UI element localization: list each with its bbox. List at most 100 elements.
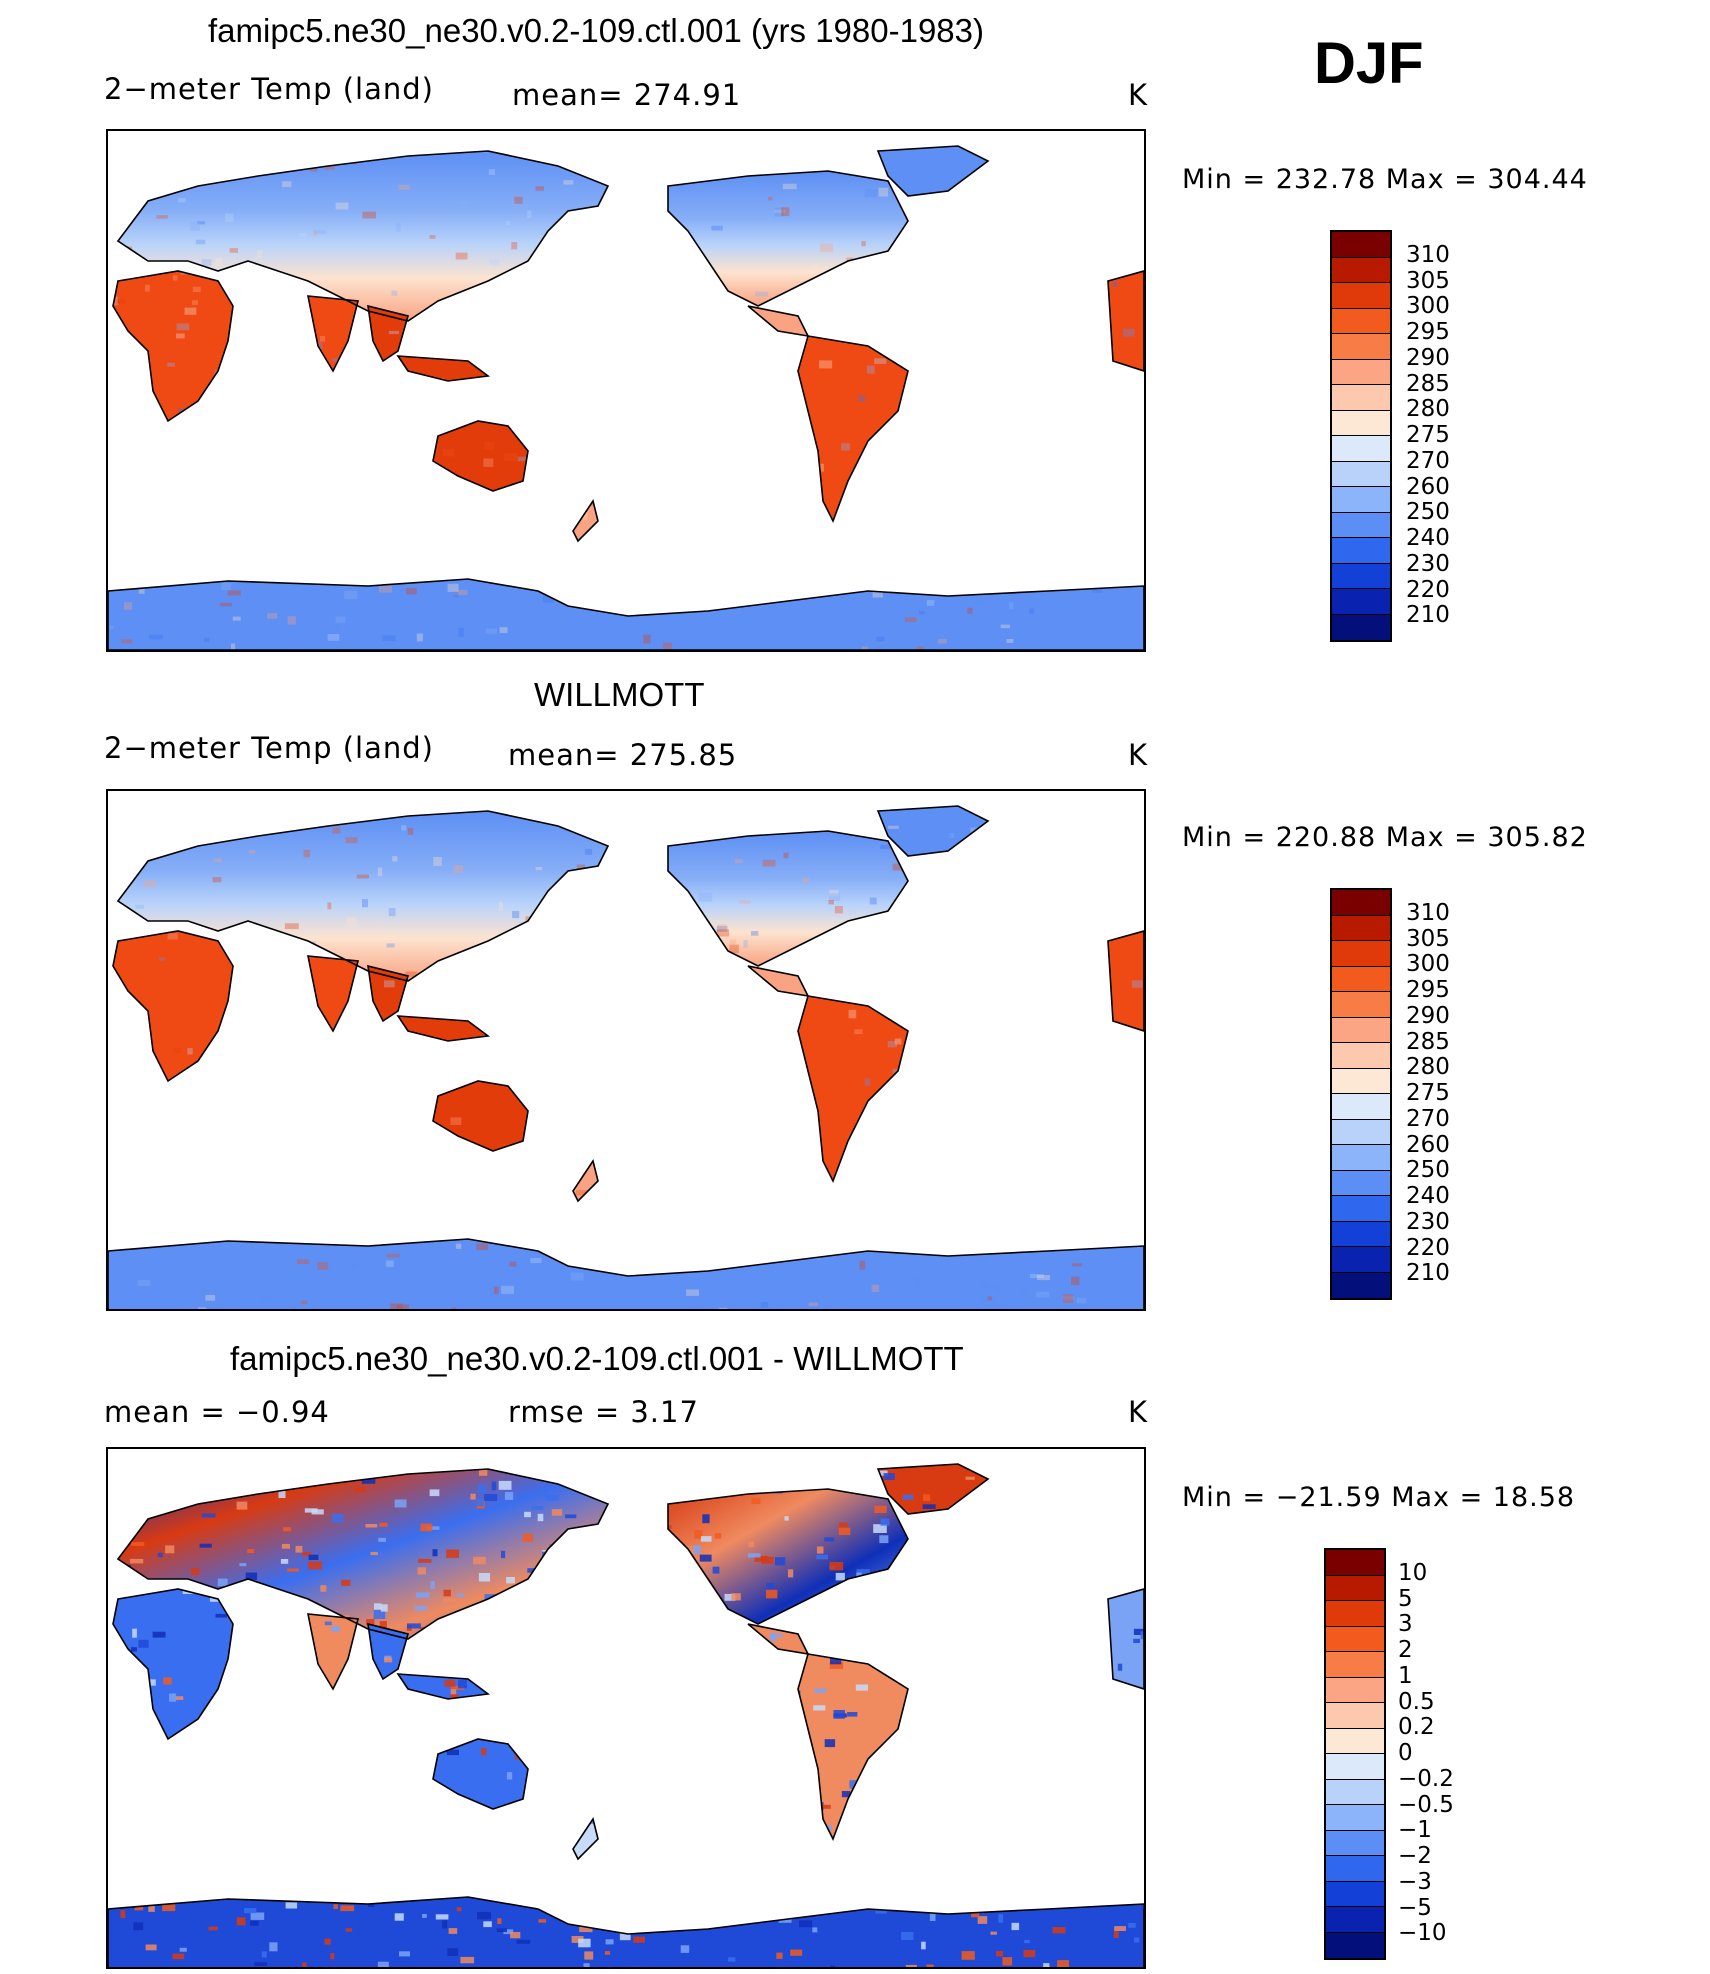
- colorbar-box: [1326, 1703, 1384, 1729]
- colorbar-tick-label: 250: [1406, 1157, 1450, 1184]
- land-nz: [573, 501, 598, 541]
- colorbar-tick-label: 210: [1406, 602, 1450, 629]
- colorbar-box: [1332, 283, 1390, 309]
- panel-3-map: [106, 1447, 1146, 1969]
- land-greenland: [878, 146, 988, 196]
- colorbar-box: [1326, 1626, 1384, 1652]
- colorbar-tick-label: 250: [1406, 499, 1450, 526]
- colorbar-tick-label: 280: [1406, 396, 1450, 423]
- panel-3-units: K: [1128, 1395, 1149, 1429]
- colorbar-tick-label: 305: [1406, 267, 1450, 294]
- colorbar-box: [1332, 512, 1390, 538]
- panel-2-colorbar-labels: 310 305 300 295 290 285 280 275 270 260 250 240 230 2…: [1406, 888, 1486, 1300]
- land-india: [308, 1614, 358, 1689]
- land-indonesia: [398, 1016, 488, 1041]
- colorbar-tick-label: 220: [1406, 1234, 1450, 1261]
- colorbar-box: [1326, 1856, 1384, 1882]
- colorbar-box: [1332, 1017, 1390, 1043]
- colorbar-tick-label: 0: [1398, 1740, 1413, 1766]
- colorbar-tick-label: 280: [1406, 1054, 1450, 1081]
- colorbar-tick-label: 295: [1406, 977, 1450, 1003]
- coastlines: [108, 145, 1144, 650]
- colorbar-tick-label: 260: [1406, 1131, 1450, 1158]
- colorbar-box: [1332, 257, 1390, 283]
- colorbar-tick-label: 220: [1406, 576, 1450, 603]
- land-seAsia: [368, 966, 408, 1021]
- panel-1-colorbar: [1330, 230, 1392, 642]
- panel-3-colorbar: [1324, 1548, 1386, 1960]
- colorbar-box: [1326, 1779, 1384, 1805]
- land-africa: [113, 271, 233, 421]
- land-greenland: [878, 1464, 988, 1514]
- land-europeAsia: [118, 811, 608, 981]
- panel-2-map: [106, 789, 1146, 1311]
- land-northAmerica: [668, 1489, 908, 1624]
- colorbar-box: [1326, 1575, 1384, 1601]
- colorbar-tick-label: 270: [1406, 447, 1450, 474]
- colorbar-box: [1332, 890, 1390, 916]
- colorbar-box: [1332, 1094, 1390, 1120]
- colorbar-tick-label: 310: [1406, 899, 1450, 926]
- colorbar-box: [1332, 563, 1390, 589]
- land-centralAm: [748, 1624, 808, 1654]
- land-antarctica: [108, 579, 1144, 650]
- panel-2-units: K: [1128, 738, 1149, 772]
- colorbar-tick-label: 295: [1406, 319, 1450, 345]
- land-indonesia: [398, 356, 488, 381]
- land-northAmerica: [668, 171, 908, 306]
- land-seAsia: [368, 1624, 408, 1679]
- colorbar-tick-label: −0.5: [1398, 1791, 1454, 1818]
- land-australia: [433, 1739, 528, 1809]
- colorbar-tick-label: −3: [1398, 1868, 1432, 1895]
- panel-2-minmax: Min = 220.88 Max = 305.82: [1182, 822, 1588, 853]
- land-antarctica: [108, 1897, 1144, 1967]
- colorbar-box: [1332, 410, 1390, 436]
- land-europeAsia: [118, 151, 608, 321]
- land-africa: [113, 1589, 233, 1739]
- panel-1-colorbar-labels: 310 305 300 295 290 285 280 275 270 260 250 240 230 2…: [1406, 230, 1486, 642]
- colorbar-box: [1332, 461, 1390, 487]
- land-nz: [573, 1161, 598, 1201]
- colorbar-box: [1332, 487, 1390, 513]
- colorbar-box: [1332, 966, 1390, 992]
- colorbar-tick-label: 230: [1406, 1208, 1450, 1235]
- colorbar-tick-label: −0.2: [1398, 1765, 1454, 1792]
- land-australia: [433, 421, 528, 491]
- land-africa: [113, 931, 233, 1081]
- colorbar-tick-label: 1: [1398, 1662, 1413, 1689]
- panel-2-title: WILLMOTT: [534, 676, 705, 713]
- colorbar-box: [1326, 1754, 1384, 1780]
- colorbar-box: [1332, 1068, 1390, 1094]
- panel-1-units: K: [1128, 78, 1149, 112]
- land-africaRight: [1108, 931, 1144, 1031]
- land-antarctica: [108, 1239, 1144, 1309]
- colorbar-tick-label: −10: [1398, 1920, 1447, 1947]
- colorbar-tick-label: 240: [1406, 525, 1450, 551]
- panel-2-variable: 2−meter Temp (land): [104, 731, 434, 765]
- colorbar-box: [1332, 436, 1390, 462]
- land-greenland: [878, 806, 988, 856]
- colorbar-tick-label: 305: [1406, 925, 1450, 952]
- panel-3-mean: mean = −0.94: [104, 1395, 330, 1429]
- colorbar-tick-label: −5: [1398, 1894, 1432, 1921]
- colorbar-box: [1332, 1247, 1390, 1273]
- panel-1-title: famipc5.ne30_ne30.v0.2-109.ctl.001 (yrs …: [208, 12, 984, 49]
- colorbar-box: [1332, 385, 1390, 411]
- colorbar-box: [1326, 1677, 1384, 1703]
- colorbar-box: [1332, 1170, 1390, 1196]
- colorbar-tick-label: 270: [1406, 1105, 1450, 1132]
- panel-1-mean: mean= 274.91: [512, 78, 742, 112]
- land-india: [308, 296, 358, 371]
- colorbar-box: [1332, 1196, 1390, 1222]
- colorbar-box: [1326, 1932, 1384, 1958]
- colorbar-box: [1326, 1830, 1384, 1856]
- panel-1-minmax: Min = 232.78 Max = 304.44: [1182, 164, 1588, 195]
- colorbar-tick-label: 210: [1406, 1260, 1450, 1287]
- colorbar-box: [1332, 992, 1390, 1018]
- colorbar-tick-label: 240: [1406, 1183, 1450, 1209]
- panel-3-title: famipc5.ne30_ne30.v0.2-109.ctl.001 - WIL…: [230, 1340, 964, 1377]
- panel-1-variable: 2−meter Temp (land): [104, 72, 434, 106]
- colorbar-tick-label: 300: [1406, 951, 1450, 978]
- colorbar-box: [1332, 1043, 1390, 1069]
- colorbar-tick-label: 290: [1406, 1002, 1450, 1029]
